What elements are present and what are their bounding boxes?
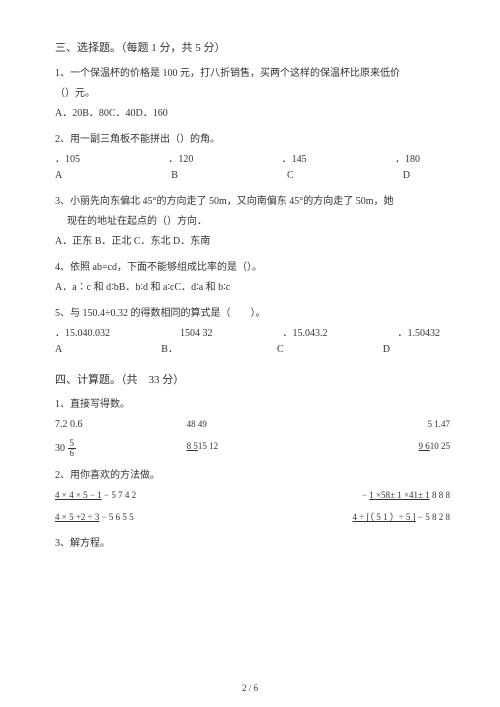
q5-val-c: ．15.043.2 xyxy=(283,326,328,342)
calc-q1-text: 1、直接写得数。 xyxy=(55,397,450,413)
r2b-top: 8 5 xyxy=(187,441,198,451)
r2a-main: 30 xyxy=(55,443,65,454)
calc-r2-b: 8 515 12 xyxy=(187,439,319,458)
q3-choices: A．正东 B．正北 C．东北 D．东南 xyxy=(55,234,450,250)
c2r1-bot: 8 8 8 xyxy=(432,490,450,500)
q5-val-a: ．15.040.032 xyxy=(55,326,110,342)
q5-labels: A B． C D xyxy=(55,342,450,358)
calc2-l2: 4 × 5 +2 ÷ 3 − 5 6 5 5 xyxy=(55,510,253,526)
q5-text: 5、与 150.4÷0.32 的得数相同的算式是（ ）。 xyxy=(55,306,450,322)
question-5: 5、与 150.4÷0.32 的得数相同的算式是（ ）。 ．15.040.032… xyxy=(55,306,450,358)
q5-values: ．15.040.032 1504 32 ．15.043.2 ．1.50432 xyxy=(55,326,450,342)
c2r2-bot: 5 8 2 8 xyxy=(425,512,450,522)
calc-r2-c: 9 610 25 xyxy=(318,439,450,458)
q5-val-b: 1504 32 xyxy=(180,326,213,342)
section4-title: 四、计算题。（共 33 分） xyxy=(55,372,450,390)
calc-q3-text: 3、解方程。 xyxy=(55,536,450,552)
calc-q3: 3、解方程。 xyxy=(55,536,450,552)
q4-text: 4、依照 ab=cd，下面不能够组成比率的是（）。 xyxy=(55,260,450,276)
q2-lbl-c: C xyxy=(287,168,294,184)
question-2: 2、用一副三角板不能拼出（）的角。 ．105 ．120 ．145 ．180 A … xyxy=(55,132,450,184)
q2-values: ．105 ．120 ．145 ．180 xyxy=(55,152,450,168)
q2-val-d: ．180 xyxy=(395,152,420,168)
q1-line1: 1、一个保温杯的价格是 100 元，打八折销售，买两个这样的保温杯比原来低价 xyxy=(55,66,450,82)
calc-q2-text: 2、用你喜欢的方法做。 xyxy=(55,468,450,484)
question-3: 3、小丽先向东偏北 45°的方向走了 50m，又向南偏东 45°的方向走了 50… xyxy=(55,194,450,250)
section3-title: 三、选择题。（每题 1 分，共 5 分） xyxy=(55,40,450,58)
r1b-top: 48 4 xyxy=(187,419,203,429)
calc-r1-c: 5 1.47 xyxy=(318,417,450,433)
calc-row2: 30 56 8 515 12 9 610 25 xyxy=(55,439,450,458)
c2l2-top: 4 × 5 +2 ÷ 3 xyxy=(55,512,99,522)
r1b-bot: 9 xyxy=(202,419,207,429)
calc2-row2: 4 × 5 +2 ÷ 3 − 5 6 5 5 4 ÷ [（ 5 1 ）÷ 5 ]… xyxy=(55,510,450,526)
page-number: 2 / 6 xyxy=(0,681,500,695)
calc-q2: 2、用你喜欢的方法做。 4 × 4 × 5 − 1 − 5 7 4 2 − 1 … xyxy=(55,468,450,526)
q2-val-b: ．120 xyxy=(168,152,193,168)
c2r1-dash: − xyxy=(362,490,367,500)
q2-labels: A B C D xyxy=(55,168,450,184)
q3-line2: 现在的地址在起点的（）方向． xyxy=(67,214,450,230)
q3-line1: 3、小丽先向东偏北 45°的方向走了 50m，又向南偏东 45°的方向走了 50… xyxy=(55,194,450,210)
c2l1-dash: − xyxy=(104,490,109,500)
q1-choices: A．20B．80C．40D．160 xyxy=(55,106,450,122)
q2-val-a: ．105 xyxy=(55,152,80,168)
c2r2-top: 4 ÷ [（ 5 1 ）÷ 5 ] xyxy=(353,512,416,522)
calc2-r2: 4 ÷ [（ 5 1 ）÷ 5 ] − 5 8 2 8 xyxy=(253,510,451,526)
r1c-bot: 7 xyxy=(446,419,451,429)
r1c-top: 5 1.4 xyxy=(428,419,446,429)
q4-choices: A．a∶c 和 d∶bB．b∶d 和 a∶cC．d∶a 和 b∶c xyxy=(55,280,450,296)
r2c-top: 9 6 xyxy=(419,441,430,451)
q5-val-d: ．1.50432 xyxy=(398,326,441,342)
q5-lbl-d: D xyxy=(383,342,390,358)
q5-lbl-b: B． xyxy=(161,342,178,358)
c2l2-dash: − xyxy=(102,512,107,522)
q2-lbl-b: B xyxy=(171,168,178,184)
q2-lbl-a: A xyxy=(55,168,62,184)
question-4: 4、依照 ab=cd，下面不能够组成比率的是（）。 A．a∶c 和 d∶bB．b… xyxy=(55,260,450,296)
calc-row1: 7.2 0.6 48 49 5 1.47 xyxy=(55,417,450,433)
calc-q1: 1、直接写得数。 7.2 0.6 48 49 5 1.47 30 56 8 51… xyxy=(55,397,450,458)
calc-r2-a: 30 56 xyxy=(55,439,187,458)
q1-line2: （）元。 xyxy=(55,86,450,102)
c2l1-top: 4 × 4 × 5 − 1 xyxy=(55,490,102,500)
c2l2-bot: 5 6 5 5 xyxy=(109,512,134,522)
r2b-bot: 15 12 xyxy=(198,441,218,451)
c2l1-bot: 5 7 4 2 xyxy=(111,490,136,500)
calc-r1-a: 7.2 0.6 xyxy=(55,417,187,433)
question-1: 1、一个保温杯的价格是 100 元，打八折销售，买两个这样的保温杯比原来低价 （… xyxy=(55,66,450,122)
calc2-r1: − 1 ×58± 1 ×41± 1 8 8 8 xyxy=(253,488,451,504)
q5-lbl-c: C xyxy=(277,342,284,358)
c2r2-dash: − xyxy=(418,512,423,522)
calc2-row1: 4 × 4 × 5 − 1 − 5 7 4 2 − 1 ×58± 1 ×41± … xyxy=(55,488,450,504)
calc2-l1: 4 × 4 × 5 − 1 − 5 7 4 2 xyxy=(55,488,253,504)
r2a-frac-d: 6 xyxy=(68,449,77,458)
q2-val-c: ．145 xyxy=(282,152,307,168)
r2c-bot: 10 25 xyxy=(430,441,450,451)
calc-r1-b: 48 49 xyxy=(187,417,319,433)
c2r1-top: 1 ×58± 1 ×41± 1 xyxy=(369,490,430,500)
q5-lbl-a: A xyxy=(55,342,62,358)
q2-text: 2、用一副三角板不能拼出（）的角。 xyxy=(55,132,450,148)
q2-lbl-d: D xyxy=(403,168,410,184)
